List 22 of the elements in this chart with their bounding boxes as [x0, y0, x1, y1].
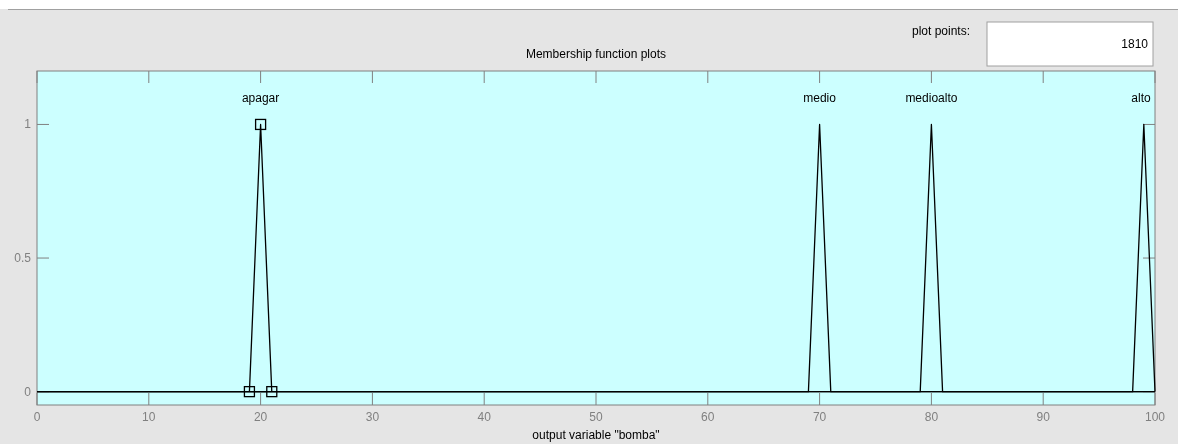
x-tick-label: 50 [589, 410, 603, 424]
y-tick-label: 1 [24, 117, 32, 132]
text: 1810 [1121, 37, 1149, 51]
series-label: alto [1131, 91, 1151, 106]
y-tick-label: 0 [24, 384, 32, 399]
x-tick-label: 40 [477, 410, 492, 424]
x-tick-label: 80 [924, 410, 939, 424]
x-tick-label: 10 [142, 410, 156, 424]
x-tick-label: 100 [1144, 410, 1166, 424]
chart-title: Membership function plots [525, 47, 667, 61]
x-tick-label: 0 [33, 410, 41, 424]
text: medio [803, 91, 837, 106]
x-axis-title: output variable "bomba" [532, 428, 660, 442]
x-tick-label: 30 [365, 410, 380, 424]
x-tick-label: 70 [812, 410, 827, 424]
y-tick-label: 0.5 [14, 251, 32, 266]
series-label: apagar [241, 91, 280, 106]
x-tick-label: 20 [253, 410, 268, 424]
x-tick-label: 60 [701, 410, 715, 424]
x-tick-label: 90 [1036, 410, 1051, 424]
text: plot points: [911, 24, 970, 38]
text: medioalto [905, 91, 958, 106]
